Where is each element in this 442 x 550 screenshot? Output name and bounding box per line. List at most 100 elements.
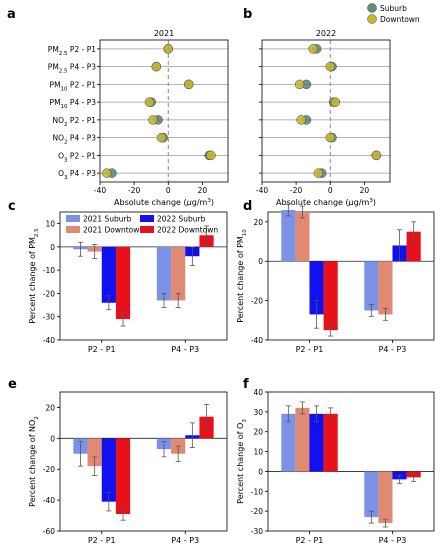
legend-swatch <box>66 215 80 222</box>
row-label: O3 P4 - P3 <box>58 169 96 181</box>
bar <box>406 231 421 262</box>
plot-frame <box>59 391 228 532</box>
y-tick-label: 20 <box>253 218 263 227</box>
row-label-base: O <box>58 169 64 178</box>
row-label-sub: 3 <box>64 175 68 181</box>
data-point <box>156 132 167 143</box>
x-axis-label-b: Absolute change (μg/m3) <box>276 198 376 207</box>
row-label-sub: 10 <box>61 104 68 110</box>
x-tick-label: -20 <box>290 186 302 195</box>
y-tick-label: -40 <box>43 496 55 505</box>
x-tick-label: 0 <box>328 186 333 195</box>
bar <box>378 471 393 524</box>
bar <box>281 210 296 262</box>
panel-letter-b: b <box>243 7 252 22</box>
bar <box>171 246 186 301</box>
legend-label: Suburb <box>380 4 407 13</box>
row-label-rest: P2 - P1 <box>68 116 97 125</box>
data-point <box>325 61 336 72</box>
plot-frame <box>267 391 435 532</box>
x-tick-label: 20 <box>360 186 370 195</box>
legend-label: 2022 Suburb <box>157 215 206 224</box>
bar <box>309 413 324 472</box>
x-tick-label: P2 - P1 <box>88 345 116 354</box>
legend-label: Downtown <box>380 15 420 24</box>
row-label: PM10 P4 - P3 <box>50 98 97 110</box>
y-tick-label: 0 <box>50 243 55 252</box>
row-label-rest: P4 - P3 <box>68 98 97 107</box>
row-label-rest: P4 - P3 <box>68 63 97 72</box>
data-point <box>151 61 162 72</box>
panel-letter-c: c <box>8 199 16 214</box>
y-tick-label: 40 <box>253 388 263 397</box>
bar <box>87 438 102 467</box>
row-label-rest: P2 - P1 <box>68 45 97 54</box>
x-tick-label: P2 - P1 <box>88 536 116 545</box>
bar <box>115 438 131 515</box>
bar <box>364 471 379 518</box>
y-tick-label: -40 <box>251 336 263 345</box>
bar <box>101 246 116 303</box>
data-point <box>330 97 341 107</box>
plot-frame <box>99 39 229 183</box>
x-tick-label: -40 <box>256 186 268 195</box>
bar <box>378 261 393 315</box>
bar <box>364 261 379 311</box>
bar <box>101 438 116 502</box>
x-tick-label: P4 - P3 <box>379 536 407 545</box>
bar <box>309 261 324 315</box>
y-tick-label: 20 <box>253 428 263 437</box>
row-label-base: PM <box>50 80 61 89</box>
row-label-sub: 3 <box>64 157 68 163</box>
x-tick-label: P4 - P3 <box>379 345 407 354</box>
y-tick-label: -60 <box>43 527 55 536</box>
legend-marker <box>367 14 377 24</box>
bar <box>323 261 338 331</box>
x-axis-label-a: Absolute change (μg/m3) <box>114 198 214 207</box>
data-point <box>206 150 216 161</box>
row-label-rest: P4 - P3 <box>68 169 97 178</box>
y-axis-label-c: Percent change of PM2.5 <box>28 228 40 324</box>
legend-swatch <box>66 226 80 233</box>
row-label: NO2 P2 - P1 <box>53 116 97 128</box>
data-point <box>313 168 324 178</box>
row-label: PM2.5 P4 - P3 <box>48 63 96 75</box>
row-label-sub: 2.5 <box>59 69 68 75</box>
panel-letter-e: e <box>8 377 17 392</box>
panel-e: e -60 -40 -20 0 20 Percent change of NO2 P2 - P… <box>8 377 228 545</box>
row-label: NO2 P4 - P3 <box>53 134 97 146</box>
y-tick-label: -20 <box>251 297 263 306</box>
row-label-base: NO <box>53 134 65 143</box>
x-tick-label: P4 - P3 <box>171 536 199 545</box>
y-tick-label: -10 <box>43 266 55 275</box>
legend-swatch <box>140 215 154 222</box>
y-tick-label: -30 <box>43 313 55 322</box>
y-tick-label: -10 <box>251 487 263 496</box>
x-tick-label: P4 - P3 <box>171 345 199 354</box>
data-point <box>102 168 112 178</box>
bar <box>281 413 296 472</box>
row-label-sub: 2.5 <box>59 51 68 57</box>
x-tick-label: -20 <box>128 186 140 195</box>
data-point <box>308 44 318 54</box>
row-label-sub: 10 <box>61 86 68 92</box>
y-tick-label: 0 <box>258 467 263 476</box>
data-point <box>325 132 336 143</box>
data-point <box>371 150 382 161</box>
plot-frame <box>267 211 435 341</box>
y-tick-label: 20 <box>45 403 55 412</box>
x-tick-label: 0 <box>166 186 171 195</box>
x-tick-label: 20 <box>198 186 208 195</box>
data-point <box>296 115 307 125</box>
data-point <box>183 79 194 90</box>
row-label-sub: 2 <box>64 122 68 128</box>
y-tick-label: 30 <box>253 408 263 417</box>
panel-letter-d: d <box>243 199 252 214</box>
y-axis-label-e: Percent change of NO2 <box>28 416 40 507</box>
bar <box>323 413 338 472</box>
y-tick-label: -20 <box>43 289 55 298</box>
legend-marker <box>367 3 377 13</box>
panel-letter-a: a <box>7 7 16 22</box>
